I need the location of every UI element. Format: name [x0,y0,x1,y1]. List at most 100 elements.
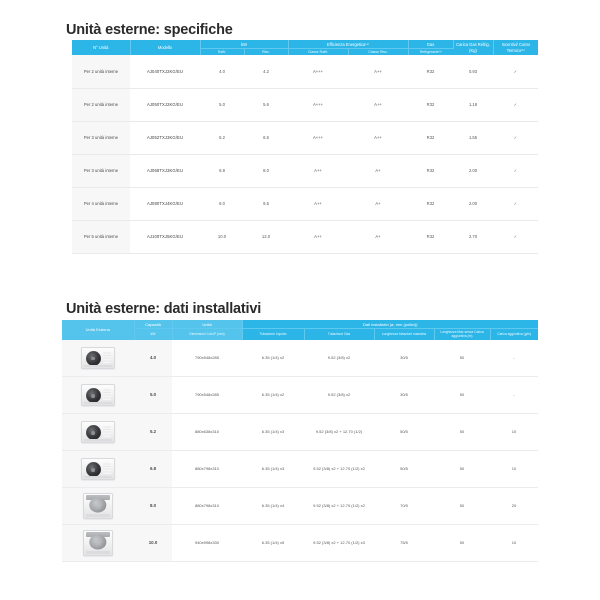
header-gas-charge: Carica Gas Refrig. (Kg) [453,40,494,55]
cell-gas: R32 [408,88,454,122]
cell-kw-cool: 4.0 [200,55,244,89]
table-row: 10.0 940x998x330 6.35 (1/4) x5 9.52 (3/8) x… [62,524,538,563]
cell-kw-heat: 4.2 [244,55,289,89]
cell-eff-heat: A+ [348,220,409,254]
outdoor-unit-side-fan-image [62,377,134,413]
header-extra-charge: Carica aggiuntiva (g/m) [490,328,538,340]
cell-gas: R32 [408,121,454,155]
install-header-row-2: kW Dimensioni LxAxP (mm) Tubazione Liqui… [62,328,538,340]
cell-extra-charge: 10 [490,450,538,489]
cell-capacity: 4.0 [134,339,172,378]
header-outdoor-unit: Unità Esterna [62,320,135,340]
cell-kw-heat: 8.0 [244,154,289,188]
cell-gas: R32 [408,55,454,89]
cell-outdoor-unit-image [62,524,134,563]
outdoor-unit-side-fan-image [62,414,134,450]
table-row: Per 3 unità interne AJ068TXJ3KG/EU 6.8 8.0 A… [72,154,539,188]
table-row: Per 2 unità interne AJ050TXJ2KG/EU 5.0 5.6 A… [72,88,539,122]
cell-incentives: ✓ [493,220,539,254]
table-row: Per 5 unità interne AJ100TXJ5KG/EU 10.0 12.… [72,220,539,254]
cell-capacity: 6.8 [134,450,172,489]
header-liquid-pipe: Tubazione Liquido [242,328,305,340]
cell-length-no-charge: 50 [434,524,490,563]
cell-outdoor-unit-image [62,339,134,378]
header-kw-cool: Raffr. [200,48,245,55]
cell-extra-charge: 10 [490,413,538,452]
header-gas-refrigerant: Refrigerante⁽³⁾ [408,48,454,55]
cell-outdoor-unit-image [62,487,134,526]
cell-incentives: ✓ [493,187,539,221]
table-row: 5.0 790x548x285 6.35 (1/4) x2 9.52 (3/8) x2… [62,376,538,415]
cell-max-length: 50/5 [374,450,434,489]
cell-incentives: ✓ [493,55,539,89]
table-row: 5.2 880x638x310 6.35 (1/4) x3 9.52 (3/8) x2… [62,413,538,452]
table-row: Per 3 unità interne AJ052TXJ3KG/EU 5.2 6.5 A… [72,121,539,155]
table-row: Per 4 unità interne AJ080TXJ4KG/EU 8.0 9.5 A… [72,187,539,221]
cell-kw-heat: 12.0 [244,220,289,254]
cell-kw-cool: 6.8 [200,154,244,188]
cell-kw-cool: 10.0 [200,220,244,254]
cell-gas-charge: 2.00 [453,154,494,188]
cell-capacity: 10.0 [134,524,172,563]
header-model: Modello [130,40,201,55]
cell-gas: R32 [408,187,454,221]
cell-liquid-pipe: 6.35 (1/4) x3 [242,413,304,452]
cell-extra-charge: 10 [490,524,538,563]
header-dimensions: Dimensioni LxAxP (mm) [172,328,243,340]
cell-eff-heat: A+ [348,187,409,221]
cell-max-length: 70/5 [374,487,434,526]
cell-kw-heat: 6.5 [244,121,289,155]
cell-gas-pipe: 9.52 (3/8) x2 + 12.70 (1/2) x2 [304,450,374,489]
specs-table: N° Unità Modello kW Efficienza Energetic… [72,40,539,254]
header-capacity-group: Capacità [134,320,173,329]
cell-incentives: ✓ [493,154,539,188]
install-table: Unità Esterna Capacità Unità Dati instal… [62,320,538,563]
header-incentives: Incentivi/ Conto Termico⁽⁵⁾ [493,40,539,55]
cell-model: AJ050TXJ2KG/EU [130,88,200,122]
cell-eff-cool: A++ [288,187,349,221]
cell-eff-cool: A+++ [288,88,349,122]
cell-eff-cool: A++ [288,154,349,188]
header-gas-group: Gas [408,40,454,49]
cell-outdoor-unit-image [62,413,134,452]
cell-capacity: 5.0 [134,376,172,415]
cell-gas-charge: 2.70 [453,220,494,254]
cell-outdoor-unit-image [62,450,134,489]
cell-length-no-charge: 50 [434,487,490,526]
cell-eff-cool: A++ [288,220,349,254]
cell-model: AJ068TXJ3KG/EU [130,154,200,188]
header-efficiency-group: Efficienza Energetica⁽⁴⁾ [288,40,409,49]
header-gas-pipe: Tubazione Gas [304,328,375,340]
cell-gas-pipe: 9.52 (3/8) x2 [304,376,374,415]
header-install-group: Dati installativi (ø, mm (pollici)) [242,320,538,329]
cell-kw-cool: 5.2 [200,121,244,155]
cell-dimensions: 940x998x330 [172,524,242,563]
cell-gas: R32 [408,220,454,254]
cell-gas-charge: 2.00 [453,187,494,221]
cell-length-no-charge: 50 [434,413,490,452]
cell-eff-heat: A++ [348,121,409,155]
cell-extra-charge: 20 [490,487,538,526]
outdoor-unit-top-fan-image [62,525,134,561]
header-unit-group: Unità [172,320,243,329]
cell-outdoor-unit-image [62,376,134,415]
cell-unit: Per 2 unità interne [72,88,130,122]
header-eff-heat: Classe Risc. [348,48,409,55]
cell-length-no-charge: 50 [434,376,490,415]
header-capacity-kw: kW [134,328,173,340]
cell-capacity: 5.2 [134,413,172,452]
specs-header-row-2: Raffr. Risc. Classe Raffr. Classe Risc. … [72,48,538,55]
outdoor-unit-top-fan-image [62,488,134,524]
header-max-length-no-charge: Lunghezza Max senza Carica aggiuntiva (m… [434,328,491,340]
cell-max-length: 75/5 [374,524,434,563]
cell-dimensions: 880x798x310 [172,487,242,526]
cell-dimensions: 790x548x285 [172,376,242,415]
header-kw-heat: Risc. [244,48,289,55]
cell-dimensions: 880x638x310 [172,413,242,452]
cell-liquid-pipe: 6.35 (1/4) x3 [242,450,304,489]
cell-liquid-pipe: 6.35 (1/4) x4 [242,487,304,526]
header-eff-cool: Classe Raffr. [288,48,349,55]
cell-model: AJ052TXJ3KG/EU [130,121,200,155]
cell-liquid-pipe: 6.35 (1/4) x5 [242,524,304,563]
